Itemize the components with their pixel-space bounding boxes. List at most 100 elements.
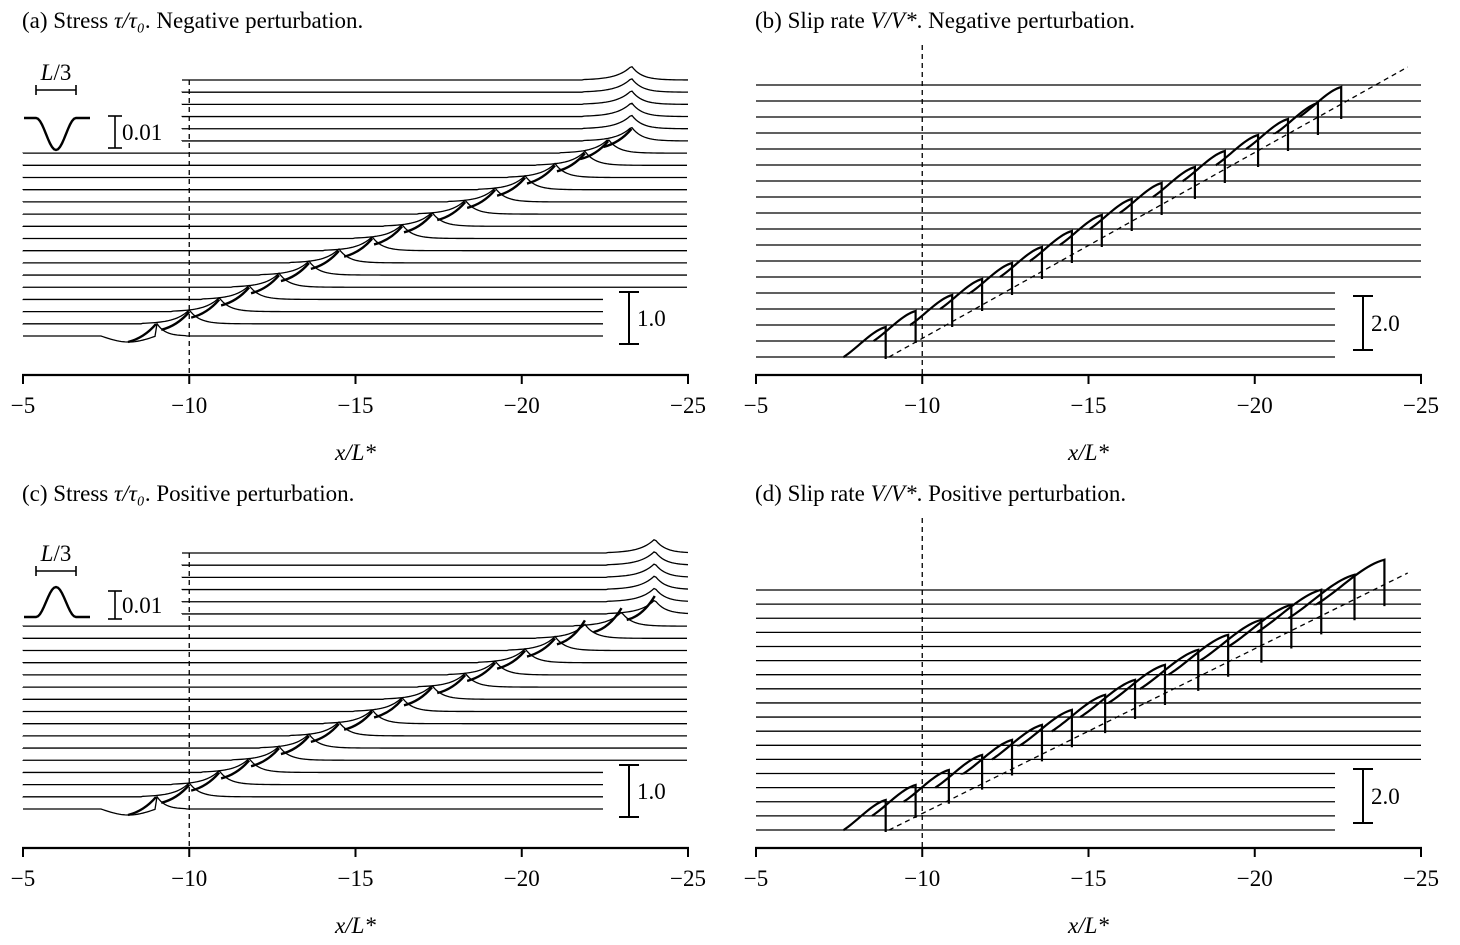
rupture-front-marker (190, 771, 221, 792)
traces (22, 65, 689, 343)
rupture-front-marker (603, 128, 633, 149)
chart-svg: (d) Slip rate V/V*. Positive perturbatio… (744, 481, 1439, 938)
stress-trace (181, 587, 689, 603)
stress-trace (181, 575, 689, 591)
rupture-front-marker (496, 176, 526, 197)
x-tick-label: −25 (1403, 393, 1439, 418)
stress-trace (22, 635, 687, 652)
rupture-front-marker (280, 262, 310, 283)
rupture-front-marker (466, 662, 497, 683)
slip-pulse (1051, 693, 1107, 734)
slip-pulse (843, 325, 887, 359)
stress-trace (22, 212, 687, 227)
slip-pulse (1029, 229, 1073, 263)
slip-pulse (1059, 213, 1103, 247)
x-tick-label: −5 (11, 866, 35, 891)
traces (22, 538, 689, 816)
panel-b: (b) Slip rate V/V*. Negative perturbatio… (733, 0, 1460, 472)
slip-pulse (1182, 149, 1226, 183)
x-tick-label: −25 (670, 866, 706, 891)
rupture-front-marker (310, 250, 340, 271)
x-tick-label: −10 (171, 393, 207, 418)
slip-pulse (1152, 165, 1196, 199)
rupture-front-marker (403, 686, 433, 707)
inset-scale-label: 0.01 (122, 593, 162, 618)
slip-pulse (1227, 603, 1293, 649)
stress-trace (181, 114, 689, 130)
stress-trace (22, 237, 687, 252)
rupture-front-marker (160, 311, 191, 331)
rupture-front-marker (280, 735, 310, 756)
x-axis-label: x/L* (334, 440, 376, 465)
stress-trace (23, 322, 603, 343)
chart-svg: (a) Stress τ/τ₀. Negative perturbation. L… (11, 8, 706, 465)
slip-pulse (872, 309, 917, 343)
scale-bar-label: 1.0 (637, 306, 666, 331)
x-tick-label: −15 (338, 866, 374, 891)
rupture-front-marker (593, 607, 623, 634)
rupture-front-marker (436, 674, 467, 695)
stress-trace (22, 174, 687, 191)
rupture-front-marker (526, 164, 556, 185)
stress-trace (22, 685, 687, 700)
slip-pulse (843, 798, 887, 832)
slip-pulse (960, 738, 1014, 776)
stress-trace (22, 710, 687, 725)
perturbation-shape (24, 585, 90, 619)
stress-trace (22, 187, 687, 203)
x-axis-label: x/L* (334, 913, 376, 938)
scale-bar: 1.0 (619, 764, 666, 818)
perturbation-inset: L/3 0.01 (24, 541, 162, 620)
stress-trace (22, 260, 687, 276)
scale-bar: 2.0 (1353, 768, 1400, 824)
inset-length-label: L/3 (40, 541, 72, 566)
stress-trace (23, 309, 603, 325)
rupture-front-marker (250, 747, 280, 768)
stress-trace (22, 721, 687, 737)
stress-trace (181, 551, 689, 566)
stress-trace (22, 272, 687, 288)
x-tick-label: −5 (11, 393, 35, 418)
rupture-front-marker (526, 637, 556, 658)
stress-trace (181, 78, 689, 93)
stress-trace (182, 65, 689, 81)
rupture-front-marker (343, 710, 374, 731)
stress-trace (22, 139, 687, 154)
slip-pulse (1298, 85, 1343, 119)
stress-trace (181, 102, 689, 118)
scale-bar: 2.0 (1353, 295, 1400, 351)
rupture-front-marker (160, 784, 191, 804)
x-tick-label: −20 (504, 393, 540, 418)
stress-trace (22, 647, 687, 664)
slip-pulse (903, 768, 950, 804)
stress-trace (181, 599, 689, 615)
scale-bar-label: 2.0 (1371, 784, 1400, 809)
slip-pulse (1089, 197, 1133, 231)
rupture-front-marker (373, 698, 403, 719)
chart-title: (a) Stress τ/τ₀. Negative perturbation. (22, 8, 363, 33)
stress-trace (23, 795, 603, 816)
x-tick-label: −10 (904, 393, 940, 418)
rupture-front-marker (127, 323, 157, 344)
slip-pulse (871, 783, 917, 818)
stress-trace (23, 782, 603, 798)
slip-pulse (939, 277, 984, 311)
slip-pulse (1079, 678, 1137, 720)
slip-pulse (1256, 588, 1323, 635)
rupture-front-marker (579, 140, 610, 161)
scale-bar: 1.0 (619, 291, 666, 345)
slip-pulse (1313, 558, 1386, 607)
traces (756, 84, 1421, 358)
rupture-front-marker (220, 759, 251, 780)
x-tick-label: −15 (1071, 393, 1107, 418)
rupture-front-marker (403, 213, 433, 234)
stress-trace (22, 284, 603, 301)
rupture-front-marker (373, 225, 403, 246)
x-tick-label: −25 (1403, 866, 1439, 891)
slip-pulse (1199, 618, 1263, 663)
x-axis-label: x/L* (1067, 440, 1109, 465)
chart-svg: (c) Stress τ/τ₀. Positive perturbation. L… (11, 481, 706, 938)
stress-trace (22, 769, 603, 786)
rupture-front-marker (220, 286, 251, 307)
rupture-front-marker (556, 619, 586, 646)
